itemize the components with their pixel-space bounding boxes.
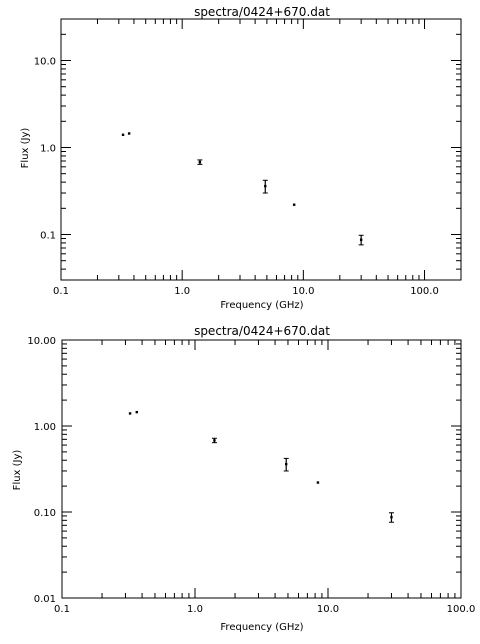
data-point <box>198 160 202 164</box>
y-tick-label: 10.00 <box>27 336 56 347</box>
y-tick-label: 1.0 <box>40 144 56 155</box>
plot-frame <box>60 18 462 281</box>
top-plot: spectra/0424+670.dat Frequency (GHz) Flu… <box>20 5 462 311</box>
data-point <box>285 462 288 466</box>
y-tick-label: 0.1 <box>40 231 56 242</box>
y-tick-label: 0.01 <box>34 594 56 605</box>
y-tick-label: 1.00 <box>34 422 56 433</box>
plot-frame <box>61 339 462 599</box>
x-tick-label: 1.0 <box>174 286 190 297</box>
plot-title: spectra/0424+670.dat <box>194 5 330 19</box>
x-axis-label: Frequency (GHz) <box>220 300 303 311</box>
x-tick-label: 100.0 <box>447 604 476 615</box>
x-axis-label: Frequency (GHz) <box>220 622 303 633</box>
data-point <box>292 203 296 206</box>
x-tick-label: 0.1 <box>53 286 69 297</box>
x-tick-label: 10.0 <box>317 604 339 615</box>
data-point <box>127 132 131 135</box>
y-axis-label: Flux (Jy) <box>12 450 23 491</box>
bottom-plot: spectra/0424+670.dat Frequency (GHz) Flu… <box>12 324 475 633</box>
data-point <box>213 439 216 442</box>
y-tick-label: 10.0 <box>34 57 56 68</box>
plot-title: spectra/0424+670.dat <box>194 324 330 338</box>
x-tick-label: 0.1 <box>54 604 70 615</box>
data-point <box>121 133 125 136</box>
data-point <box>359 238 363 241</box>
data-point <box>128 412 132 415</box>
x-tick-label: 1.0 <box>187 604 203 615</box>
data-point <box>135 410 138 414</box>
y-axis-label: Flux (Jy) <box>20 128 31 169</box>
x-tick-label: 100.0 <box>410 286 439 297</box>
data-point <box>264 184 267 188</box>
data-point <box>390 516 393 519</box>
y-tick-label: 0.10 <box>34 508 56 519</box>
x-tick-label: 10.0 <box>292 286 314 297</box>
data-point <box>316 481 320 484</box>
